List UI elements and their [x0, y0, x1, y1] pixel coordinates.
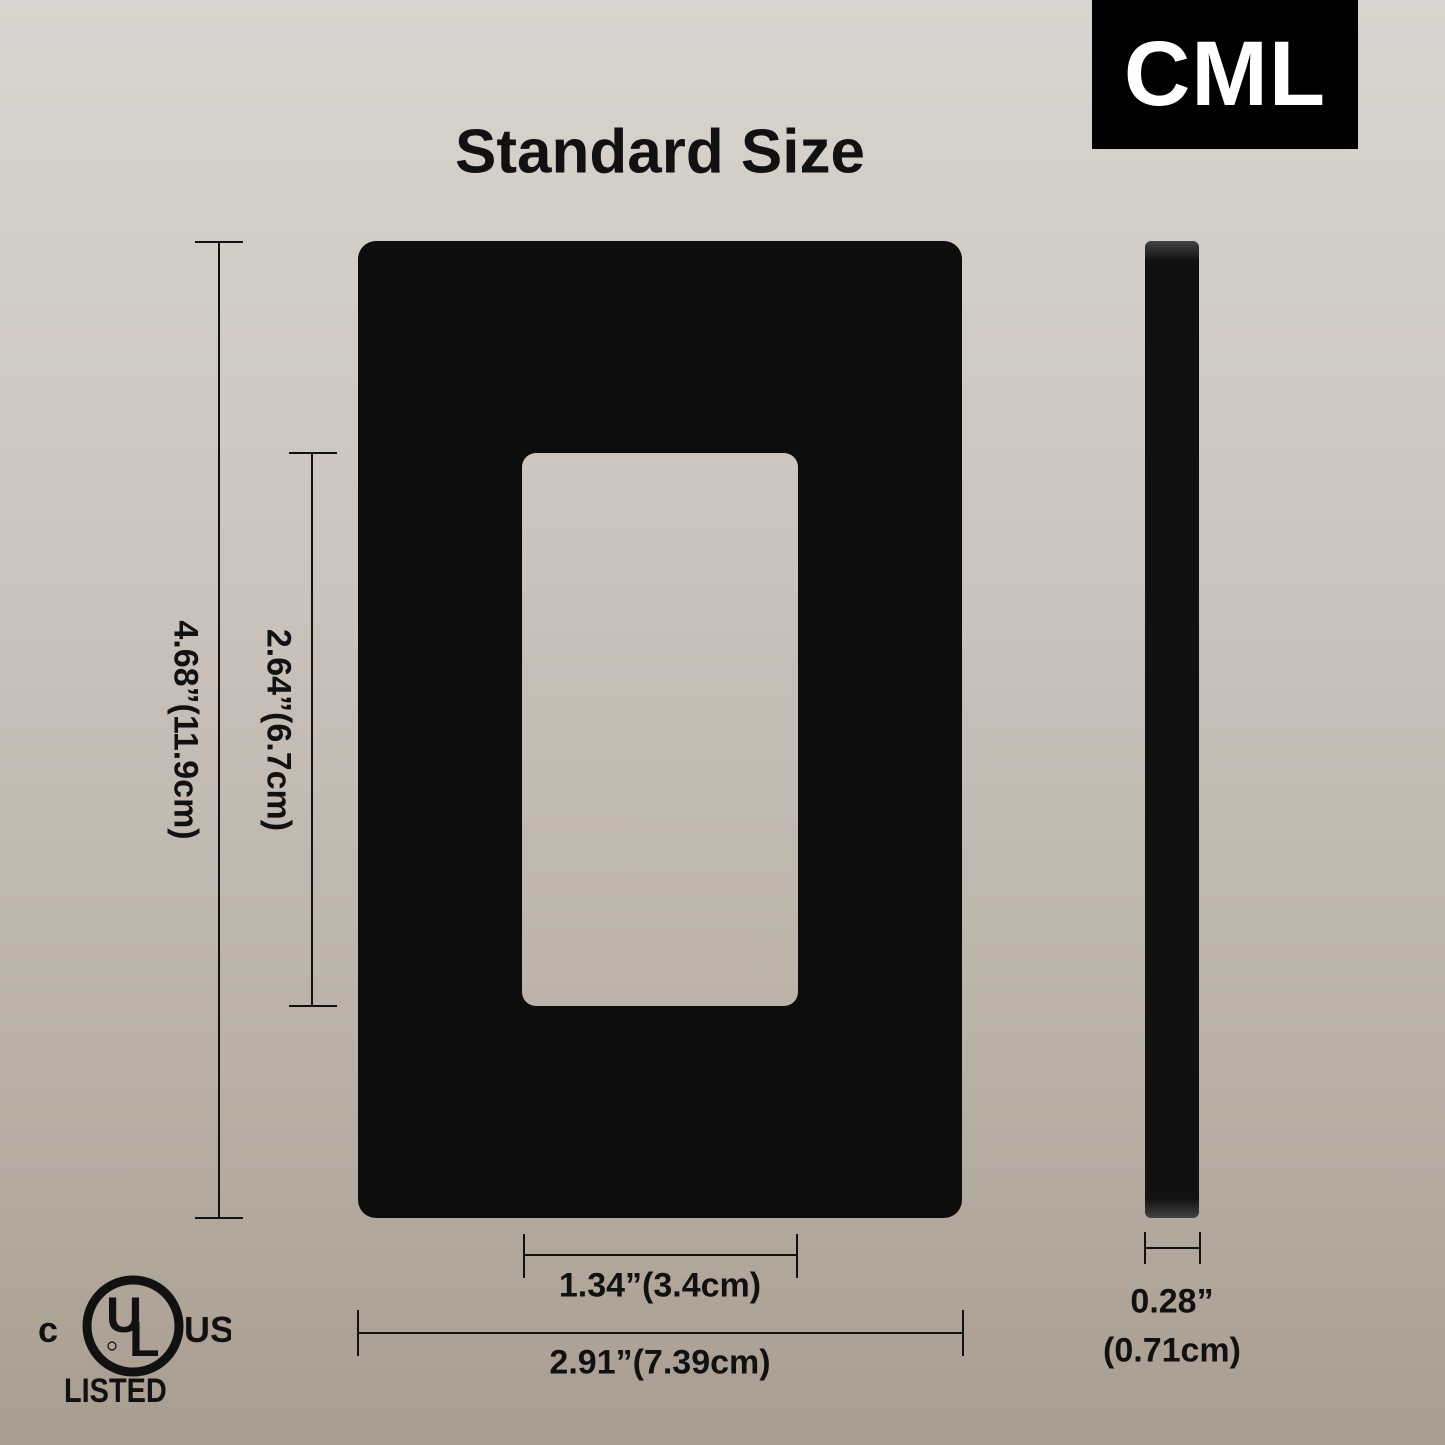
ul-certification-mark-icon: c US U L: [38, 1275, 234, 1377]
brand-logo-text: CML: [1123, 23, 1327, 125]
opening-width-tick-right: [796, 1234, 798, 1278]
overall-height-tick-bottom: [195, 1217, 243, 1219]
opening-width-dimension-line: [524, 1254, 797, 1256]
brand-logo: CML: [1092, 0, 1358, 149]
overall-height-dimension-line: [218, 242, 220, 1218]
opening-width-label: 1.34”(3.4cm): [558, 1266, 762, 1305]
ul-listed-logo: c US U L LISTED: [36, 1254, 234, 1410]
overall-width-label: 2.91”(7.39cm): [549, 1343, 771, 1382]
thickness-tick-left: [1144, 1232, 1146, 1264]
svg-text:L: L: [129, 1311, 160, 1367]
overall-width-tick-left: [357, 1310, 359, 1356]
overall-width-dimension-line: [358, 1332, 963, 1334]
svg-text:US: US: [184, 1309, 231, 1350]
opening-width-tick-left: [523, 1234, 525, 1278]
thickness-tick-right: [1199, 1232, 1201, 1264]
overall-width-tick-right: [962, 1310, 964, 1356]
overall-height-tick-top: [195, 241, 243, 243]
svg-text:U: U: [106, 1287, 142, 1343]
ul-listed-label: LISTED: [64, 1372, 167, 1410]
plate-side-profile: [1145, 241, 1199, 1218]
opening-height-tick-bottom: [289, 1005, 337, 1007]
plate-opening: [522, 453, 798, 1006]
thickness-label-inches: 0.28”: [1130, 1282, 1214, 1321]
thickness-label-cm: (0.71cm): [1103, 1331, 1241, 1370]
overall-height-label: 4.68”(11.9cm): [166, 620, 205, 840]
opening-height-dimension-line: [311, 453, 313, 1006]
opening-height-label: 2.64”(6.7cm): [259, 628, 298, 832]
opening-height-tick-top: [289, 452, 337, 454]
page-title: Standard Size: [455, 117, 865, 187]
thickness-dimension-line: [1145, 1247, 1200, 1249]
svg-text:c: c: [38, 1309, 58, 1350]
